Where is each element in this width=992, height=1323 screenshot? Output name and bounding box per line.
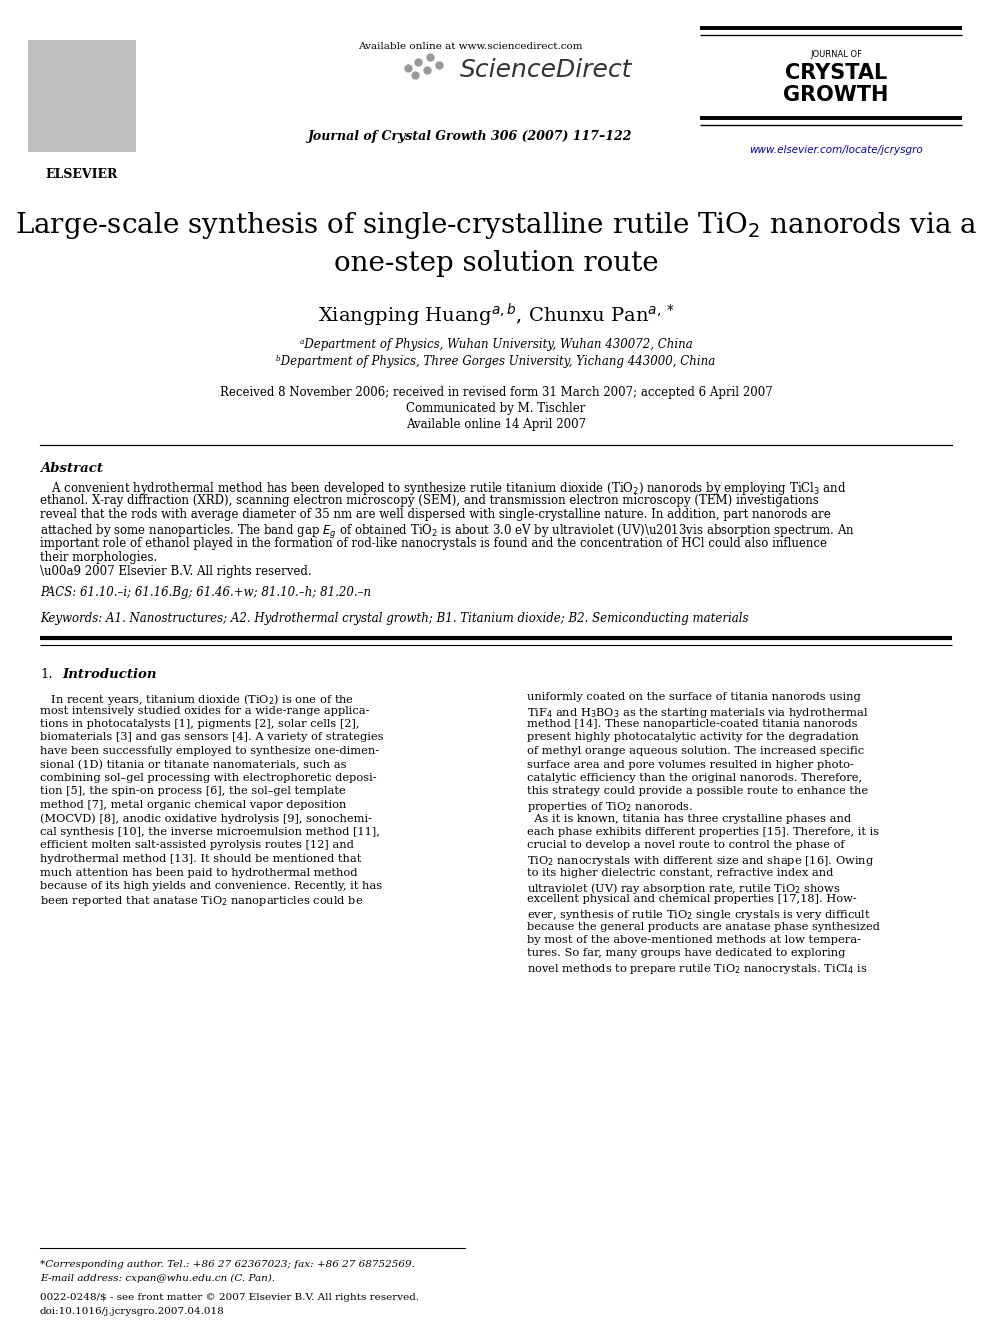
Text: Abstract: Abstract bbox=[40, 462, 103, 475]
Text: present highly photocatalytic activity for the degradation: present highly photocatalytic activity f… bbox=[527, 733, 859, 742]
Text: ultraviolet (UV) ray absorption rate, rutile TiO$_2$ shows: ultraviolet (UV) ray absorption rate, ru… bbox=[527, 881, 840, 896]
Text: biomaterials [3] and gas sensors [4]. A variety of strategies: biomaterials [3] and gas sensors [4]. A … bbox=[40, 733, 384, 742]
Text: method [14]. These nanoparticle-coated titania nanorods: method [14]. These nanoparticle-coated t… bbox=[527, 718, 857, 729]
Text: ELSEVIER: ELSEVIER bbox=[46, 168, 118, 181]
Text: doi:10.1016/j.jcrysgro.2007.04.018: doi:10.1016/j.jcrysgro.2007.04.018 bbox=[40, 1307, 225, 1316]
Text: reveal that the rods with average diameter of 35 nm are well dispersed with sing: reveal that the rods with average diamet… bbox=[40, 508, 830, 521]
Text: by most of the above-mentioned methods at low tempera-: by most of the above-mentioned methods a… bbox=[527, 935, 861, 945]
Text: PACS: 61.10.–i; 61.16.Bg; 61.46.+w; 81.10.–h; 81.20.–n: PACS: 61.10.–i; 61.16.Bg; 61.46.+w; 81.1… bbox=[40, 586, 371, 599]
Text: TiF$_4$ and H$_3$BO$_3$ as the starting materials via hydrothermal: TiF$_4$ and H$_3$BO$_3$ as the starting … bbox=[527, 705, 868, 720]
Text: this strategy could provide a possible route to enhance the: this strategy could provide a possible r… bbox=[527, 786, 868, 796]
Text: tion [5], the spin-on process [6], the sol–gel template: tion [5], the spin-on process [6], the s… bbox=[40, 786, 346, 796]
Text: Keywords: A1. Nanostructures; A2. Hydrothermal crystal growth; B1. Titanium diox: Keywords: A1. Nanostructures; A2. Hydrot… bbox=[40, 613, 749, 624]
Text: of methyl orange aqueous solution. The increased specific: of methyl orange aqueous solution. The i… bbox=[527, 746, 864, 755]
Text: each phase exhibits different properties [15]. Therefore, it is: each phase exhibits different properties… bbox=[527, 827, 879, 837]
Text: attached by some nanoparticles. The band gap $E_g$ of obtained TiO$_2$ is about : attached by some nanoparticles. The band… bbox=[40, 523, 855, 541]
Text: Large-scale synthesis of single-crystalline rutile TiO$_2$ nanorods via a: Large-scale synthesis of single-crystall… bbox=[15, 210, 977, 241]
Text: most intensively studied oxides for a wide-range applica-: most intensively studied oxides for a wi… bbox=[40, 705, 369, 716]
Text: novel methods to prepare rutile TiO$_2$ nanocrystals. TiCl$_4$ is: novel methods to prepare rutile TiO$_2$ … bbox=[527, 962, 867, 976]
Text: efficient molten salt-assisted pyrolysis routes [12] and: efficient molten salt-assisted pyrolysis… bbox=[40, 840, 354, 851]
Text: because the general products are anatase phase synthesized: because the general products are anatase… bbox=[527, 922, 880, 931]
Text: As it is known, titania has three crystalline phases and: As it is known, titania has three crysta… bbox=[527, 814, 851, 823]
Text: tures. So far, many groups have dedicated to exploring: tures. So far, many groups have dedicate… bbox=[527, 949, 845, 958]
Text: hydrothermal method [13]. It should be mentioned that: hydrothermal method [13]. It should be m… bbox=[40, 855, 361, 864]
Text: (MOCVD) [8], anodic oxidative hydrolysis [9], sonochemi-: (MOCVD) [8], anodic oxidative hydrolysis… bbox=[40, 814, 372, 824]
Text: to its higher dielectric constant, refractive index and: to its higher dielectric constant, refra… bbox=[527, 868, 833, 877]
Text: GROWTH: GROWTH bbox=[784, 85, 889, 105]
Text: 0022-0248/$ - see front matter © 2007 Elsevier B.V. All rights reserved.: 0022-0248/$ - see front matter © 2007 El… bbox=[40, 1293, 420, 1302]
Text: much attention has been paid to hydrothermal method: much attention has been paid to hydrothe… bbox=[40, 868, 357, 877]
Text: Xiangping Huang$^{a,b}$, Chunxu Pan$^{a,*}$: Xiangping Huang$^{a,b}$, Chunxu Pan$^{a,… bbox=[317, 302, 675, 329]
Text: Available online 14 April 2007: Available online 14 April 2007 bbox=[406, 418, 586, 431]
Text: E-mail address: cxpan@whu.edu.cn (C. Pan).: E-mail address: cxpan@whu.edu.cn (C. Pan… bbox=[40, 1274, 275, 1283]
Text: ethanol. X-ray diffraction (XRD), scanning electron microscopy (SEM), and transm: ethanol. X-ray diffraction (XRD), scanni… bbox=[40, 495, 818, 507]
Text: ever, synthesis of rutile TiO$_2$ single crystals is very difficult: ever, synthesis of rutile TiO$_2$ single… bbox=[527, 908, 871, 922]
Text: ᵇDepartment of Physics, Three Gorges University, Yichang 443000, China: ᵇDepartment of Physics, Three Gorges Uni… bbox=[277, 355, 715, 368]
Text: excellent physical and chemical properties [17,18]. How-: excellent physical and chemical properti… bbox=[527, 894, 857, 905]
Text: In recent years, titanium dioxide (TiO$_2$) is one of the: In recent years, titanium dioxide (TiO$_… bbox=[40, 692, 354, 706]
Text: tions in photocatalysts [1], pigments [2], solar cells [2],: tions in photocatalysts [1], pigments [2… bbox=[40, 718, 359, 729]
Text: uniformly coated on the surface of titania nanorods using: uniformly coated on the surface of titan… bbox=[527, 692, 861, 703]
Text: crucial to develop a novel route to control the phase of: crucial to develop a novel route to cont… bbox=[527, 840, 844, 851]
Text: Available online at www.sciencedirect.com: Available online at www.sciencedirect.co… bbox=[358, 42, 582, 52]
Text: *Corresponding author. Tel.: +86 27 62367023; fax: +86 27 68752569.: *Corresponding author. Tel.: +86 27 6236… bbox=[40, 1259, 415, 1269]
Text: sional (1D) titania or titanate nanomaterials, such as: sional (1D) titania or titanate nanomate… bbox=[40, 759, 346, 770]
Text: important role of ethanol played in the formation of rod-like nanocrystals is fo: important role of ethanol played in the … bbox=[40, 537, 827, 550]
Text: one-step solution route: one-step solution route bbox=[333, 250, 659, 277]
Text: method [7], metal organic chemical vapor deposition: method [7], metal organic chemical vapor… bbox=[40, 800, 346, 810]
Text: properties of TiO$_2$ nanorods.: properties of TiO$_2$ nanorods. bbox=[527, 800, 693, 814]
Text: Communicated by M. Tischler: Communicated by M. Tischler bbox=[407, 402, 585, 415]
Bar bbox=[28, 40, 136, 152]
Text: cal synthesis [10], the inverse microemulsion method [11],: cal synthesis [10], the inverse microemu… bbox=[40, 827, 380, 837]
Text: their morphologies.: their morphologies. bbox=[40, 550, 158, 564]
Text: combining sol–gel processing with electrophoretic deposi-: combining sol–gel processing with electr… bbox=[40, 773, 377, 783]
Text: \u00a9 2007 Elsevier B.V. All rights reserved.: \u00a9 2007 Elsevier B.V. All rights res… bbox=[40, 565, 311, 578]
Text: ScienceDirect: ScienceDirect bbox=[460, 58, 632, 82]
Text: surface area and pore volumes resulted in higher photo-: surface area and pore volumes resulted i… bbox=[527, 759, 854, 770]
Text: JOURNAL OF: JOURNAL OF bbox=[810, 50, 862, 60]
Text: TiO$_2$ nanocrystals with different size and shape [16]. Owing: TiO$_2$ nanocrystals with different size… bbox=[527, 855, 874, 868]
Text: Journal of Crystal Growth 306 (2007) 117–122: Journal of Crystal Growth 306 (2007) 117… bbox=[308, 130, 632, 143]
Text: 1.: 1. bbox=[40, 668, 53, 681]
Text: ᵃDepartment of Physics, Wuhan University, Wuhan 430072, China: ᵃDepartment of Physics, Wuhan University… bbox=[300, 337, 692, 351]
Text: A convenient hydrothermal method has been developed to synthesize rutile titaniu: A convenient hydrothermal method has bee… bbox=[40, 480, 847, 497]
Text: have been successfully employed to synthesize one-dimen-: have been successfully employed to synth… bbox=[40, 746, 379, 755]
Text: Introduction: Introduction bbox=[62, 668, 157, 681]
Text: www.elsevier.com/locate/jcrysgro: www.elsevier.com/locate/jcrysgro bbox=[749, 146, 923, 155]
Text: Received 8 November 2006; received in revised form 31 March 2007; accepted 6 Apr: Received 8 November 2006; received in re… bbox=[219, 386, 773, 400]
Text: catalytic efficiency than the original nanorods. Therefore,: catalytic efficiency than the original n… bbox=[527, 773, 862, 783]
Text: CRYSTAL: CRYSTAL bbox=[785, 64, 887, 83]
Text: been reported that anatase TiO$_2$ nanoparticles could be: been reported that anatase TiO$_2$ nanop… bbox=[40, 894, 363, 909]
Text: because of its high yields and convenience. Recently, it has: because of its high yields and convenien… bbox=[40, 881, 382, 890]
